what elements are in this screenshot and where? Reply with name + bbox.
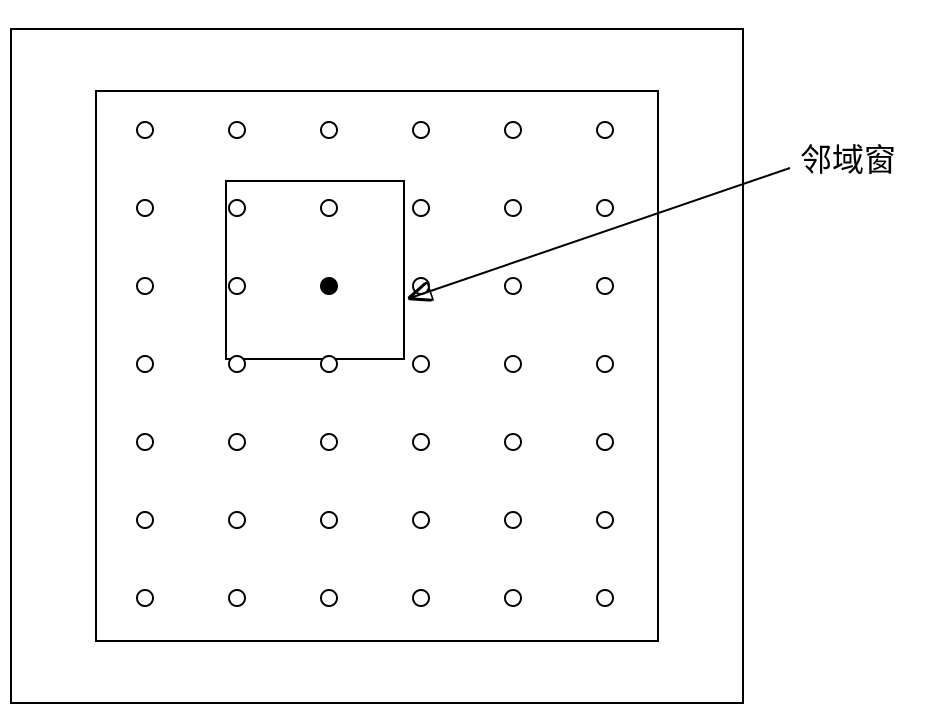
grid-dot [320, 589, 338, 607]
grid-dot [228, 121, 246, 139]
diagram-canvas: 邻域窗 [0, 0, 949, 713]
grid-dot [136, 121, 154, 139]
grid-dot [504, 511, 522, 529]
grid-dot [228, 277, 246, 295]
grid-dot [596, 433, 614, 451]
grid-dot [228, 433, 246, 451]
grid-dot [504, 199, 522, 217]
grid-dot [136, 277, 154, 295]
grid-dot [596, 589, 614, 607]
grid-dot [596, 199, 614, 217]
grid-dot [228, 511, 246, 529]
grid-dot [320, 511, 338, 529]
grid-dot [228, 589, 246, 607]
grid-dot [504, 277, 522, 295]
grid-dot [412, 589, 430, 607]
grid-dot [596, 511, 614, 529]
grid-dot [320, 433, 338, 451]
grid-dot [504, 589, 522, 607]
grid-dot [412, 277, 430, 295]
grid-dot [412, 511, 430, 529]
grid-dot [228, 199, 246, 217]
grid-dot [136, 355, 154, 373]
grid-dot [504, 433, 522, 451]
grid-dot [412, 121, 430, 139]
grid-dot [596, 121, 614, 139]
grid-dot [596, 277, 614, 295]
grid-dot [136, 589, 154, 607]
grid-dot [228, 355, 246, 373]
grid-dot [136, 433, 154, 451]
inner-frame [95, 90, 659, 642]
grid-dot [412, 355, 430, 373]
grid-dot [320, 199, 338, 217]
grid-dot [320, 355, 338, 373]
grid-dot [504, 121, 522, 139]
grid-dot [136, 199, 154, 217]
grid-dot [412, 433, 430, 451]
grid-dot [320, 121, 338, 139]
neighborhood-window-frame [225, 180, 405, 360]
neighborhood-window-label: 邻域窗 [800, 135, 896, 181]
grid-dot [136, 511, 154, 529]
grid-dot [596, 355, 614, 373]
grid-dot [504, 355, 522, 373]
grid-dot [412, 199, 430, 217]
center-dot [320, 277, 338, 295]
